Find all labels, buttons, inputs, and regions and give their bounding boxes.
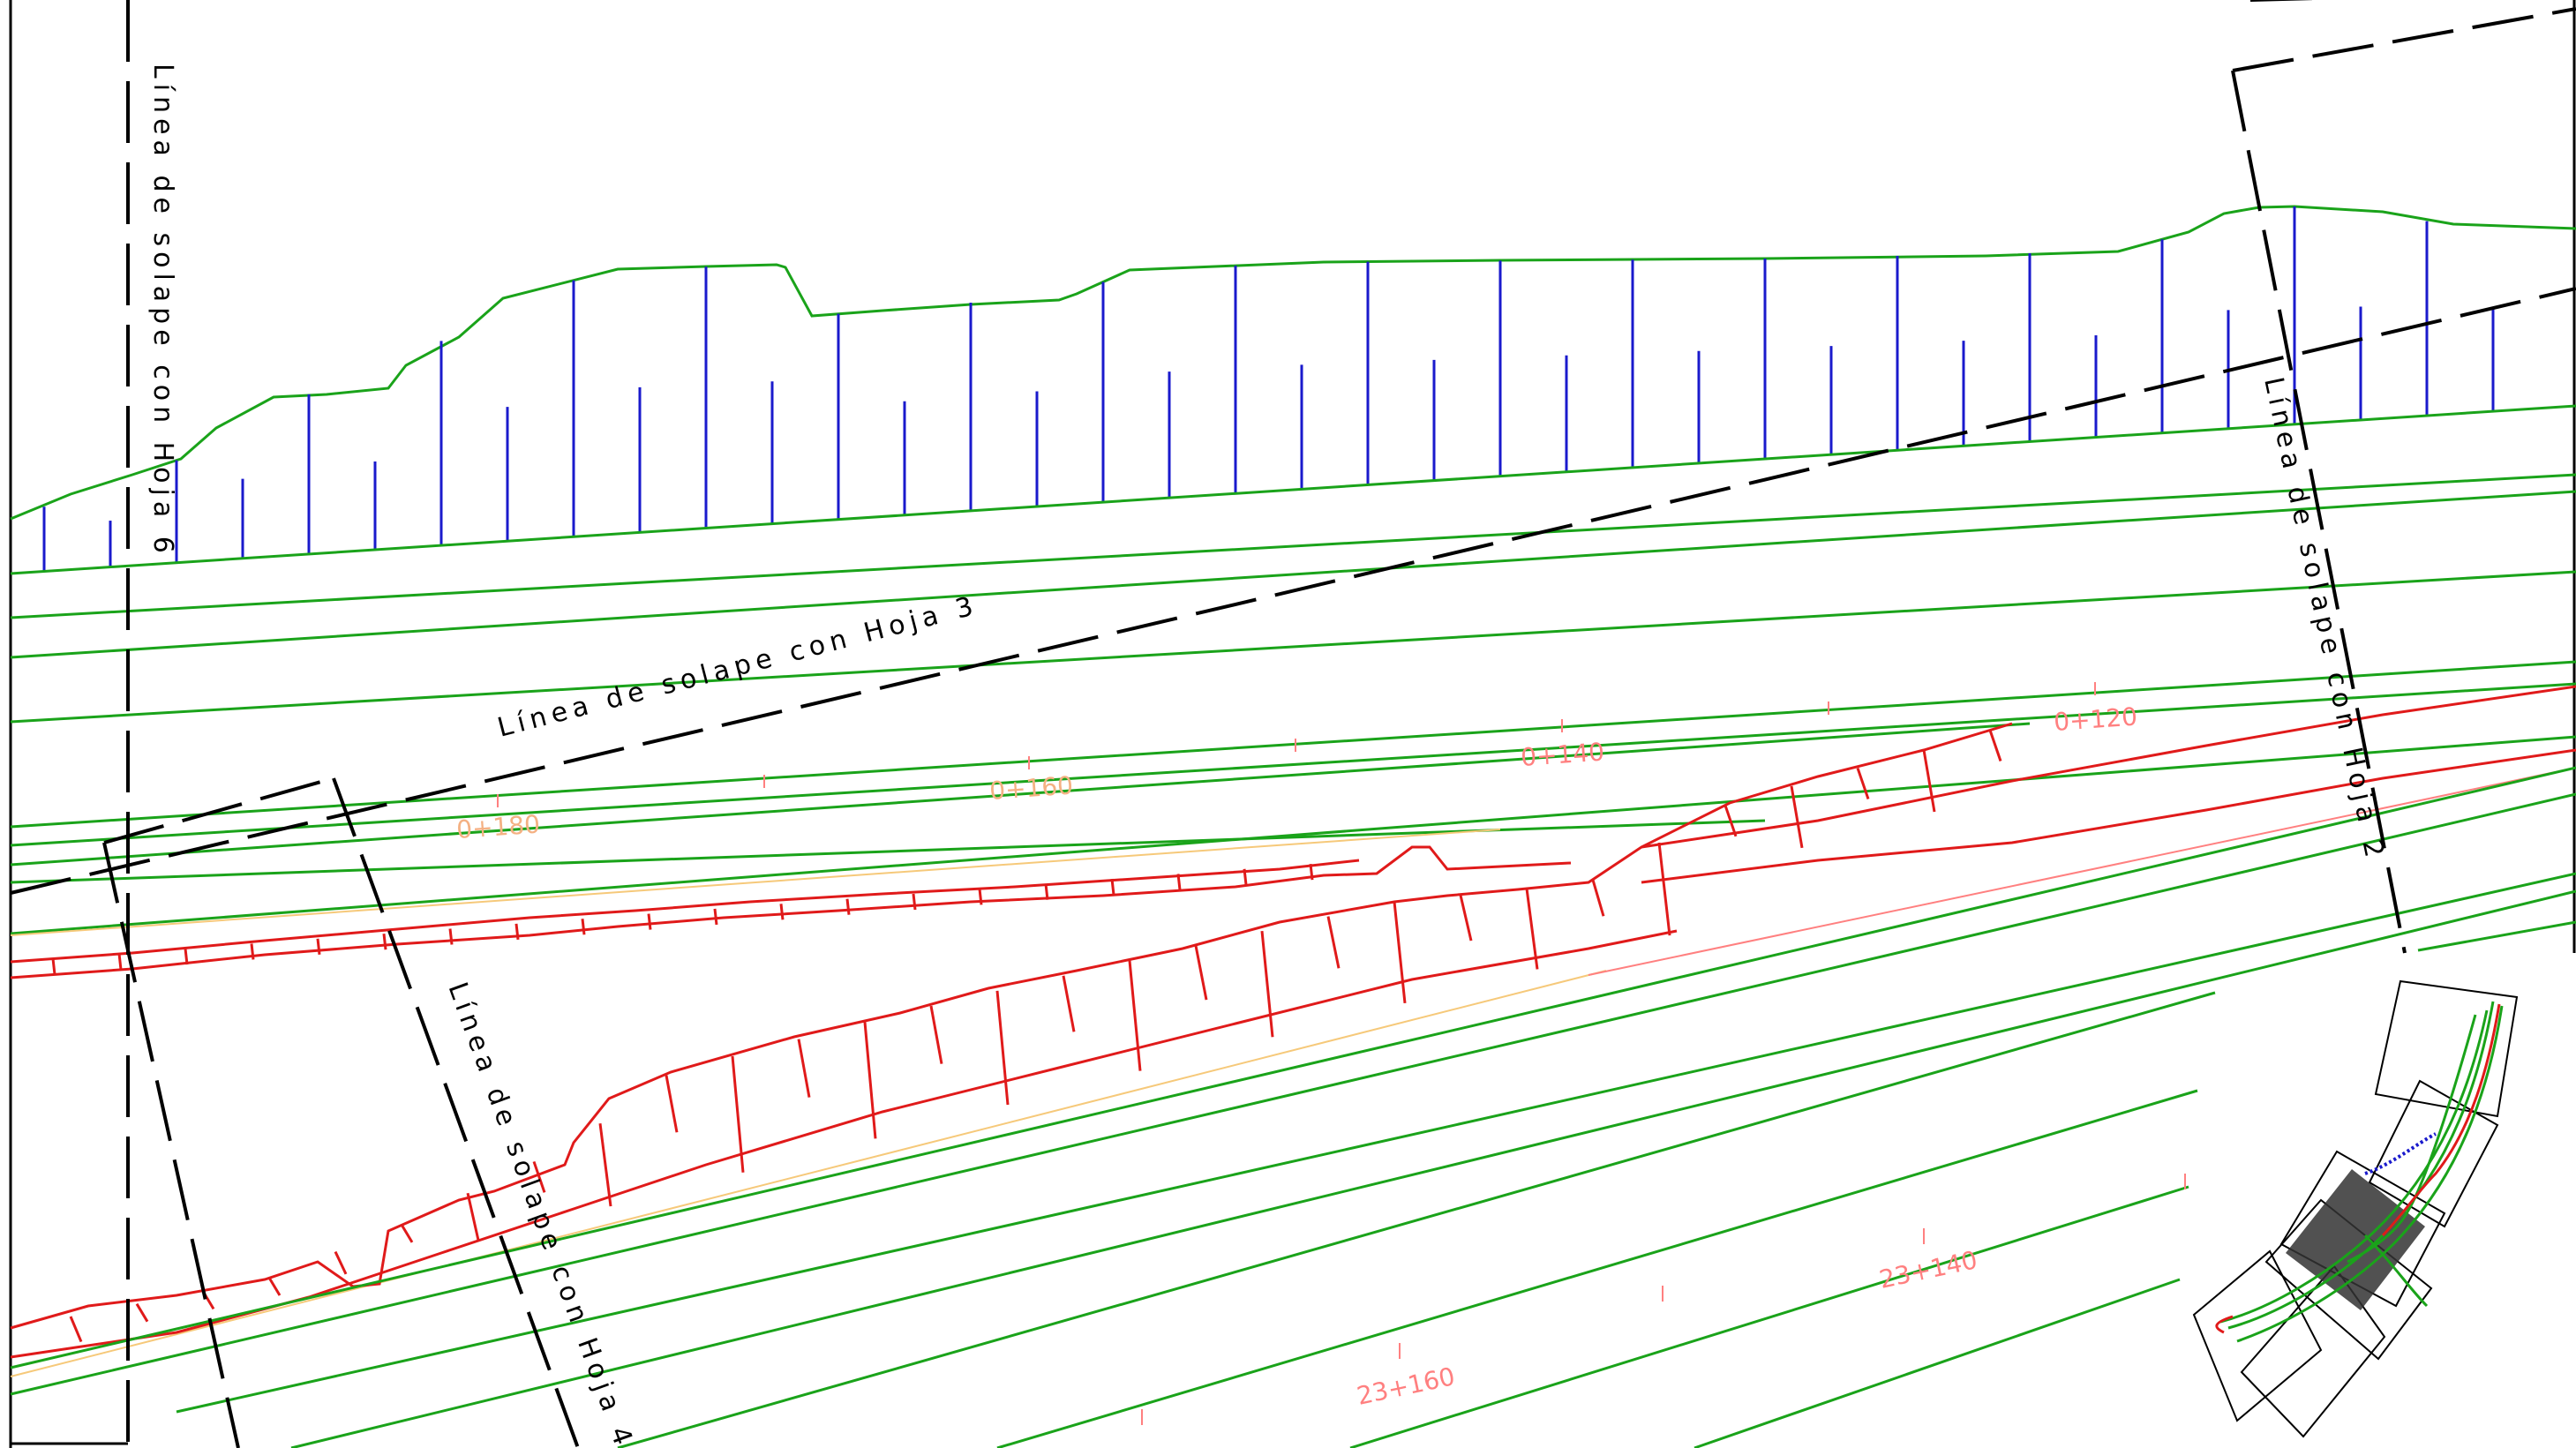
hachure-tick [1309, 863, 1314, 881]
hachure-tick [1044, 883, 1049, 900]
hachure-tick [250, 943, 255, 960]
hachure-tick [863, 1022, 877, 1139]
hachure-tick [1856, 767, 1870, 799]
hachure-tick [665, 1075, 679, 1133]
hachure-tick [598, 1122, 612, 1207]
overlap-line-hoja4 [332, 777, 580, 1448]
pink-axis-line [1588, 767, 2576, 976]
hachure-tick [334, 1250, 348, 1275]
overlap-line-hoja2-vertical [2231, 70, 2407, 954]
hachure-tick [1988, 730, 2002, 762]
hachure-tick [1243, 868, 1248, 885]
hachure-tick [647, 913, 652, 930]
blue-hachures [42, 206, 2495, 572]
station-label-0120: 0+120 [2053, 701, 2138, 737]
hachure-tick [1194, 945, 1208, 1001]
hachure-tick [1525, 888, 1539, 970]
hachure-tick [1790, 785, 1804, 849]
hachure-tick [995, 990, 1010, 1106]
hachure-tick [184, 948, 189, 965]
hachure-tick [779, 904, 785, 920]
red-slope-lower [10, 722, 2013, 1359]
hachure-tick [532, 1160, 546, 1193]
overlap-label-hoja6: Línea de solape con Hoja 6 [147, 64, 178, 559]
hachure-tick [1724, 805, 1738, 837]
station-ticks-lower [1141, 1174, 2186, 1425]
overlap-lines [10, 0, 2576, 1448]
station-label-23140: 23+140 [1877, 1245, 1980, 1294]
overlap-label-hoja2: Línea de solape con Hoja 2 [2257, 374, 2391, 865]
red-slope-upper [10, 845, 1572, 979]
hachure-tick [1062, 975, 1076, 1032]
hachure-tick [466, 1192, 480, 1241]
hachure-tick [797, 1039, 811, 1098]
hachure-tick [400, 1224, 414, 1243]
orange-axis-line-lower [10, 970, 1607, 1377]
hachure-tick [448, 928, 454, 945]
orange-axis-line [10, 829, 1501, 936]
overlap-line-hoja4-left [102, 842, 240, 1448]
hachure-tick [1922, 749, 1936, 813]
hachure-tick [1326, 916, 1341, 969]
hachure-tick [135, 1302, 149, 1323]
hachure-tick [382, 933, 387, 950]
hachure-tick [845, 898, 851, 915]
hachure-tick [1260, 930, 1274, 1038]
upper-slope [10, 205, 2576, 572]
hachure-tick [929, 1005, 943, 1064]
hachure-tick [1110, 878, 1115, 896]
hachure-tick [731, 1055, 745, 1173]
road-lines-lower [10, 766, 2576, 1448]
station-label-0160: 0+160 [988, 770, 1074, 806]
hachure-tick [1459, 895, 1473, 942]
station-label-23160: 23+160 [1355, 1362, 1458, 1411]
station-label-0140: 0+140 [1520, 737, 1605, 772]
upper-slope-top-edge [10, 205, 2576, 521]
hachure-tick [316, 938, 321, 955]
hachure-tick [267, 1277, 282, 1296]
hachure-tick [912, 893, 917, 911]
station-ticks-upper [497, 682, 2096, 807]
overlap-line-hoja2 [2232, 7, 2576, 72]
hachure-tick [1393, 901, 1407, 1004]
hachure-tick [1657, 842, 1671, 936]
sheet-index-map-icon [2192, 979, 2519, 1438]
red-slope-right [1641, 685, 2576, 884]
station-label-0180: 0+180 [455, 809, 541, 844]
overlap-line-hoja4-frame [103, 777, 334, 844]
overlap-line-hoja3 [10, 287, 2576, 895]
hachure-tick [1176, 874, 1182, 890]
hachure-tick [1591, 879, 1605, 917]
road-lines-upper [10, 404, 2576, 935]
hachure-tick [1128, 960, 1142, 1071]
hachure-tick [713, 908, 718, 926]
hachure-tick [69, 1316, 83, 1343]
hachure-tick [51, 958, 56, 975]
hachure-tick [978, 889, 983, 905]
hachure-tick [581, 919, 586, 935]
hachure-tick [117, 953, 123, 970]
hachure-tick [514, 923, 520, 941]
